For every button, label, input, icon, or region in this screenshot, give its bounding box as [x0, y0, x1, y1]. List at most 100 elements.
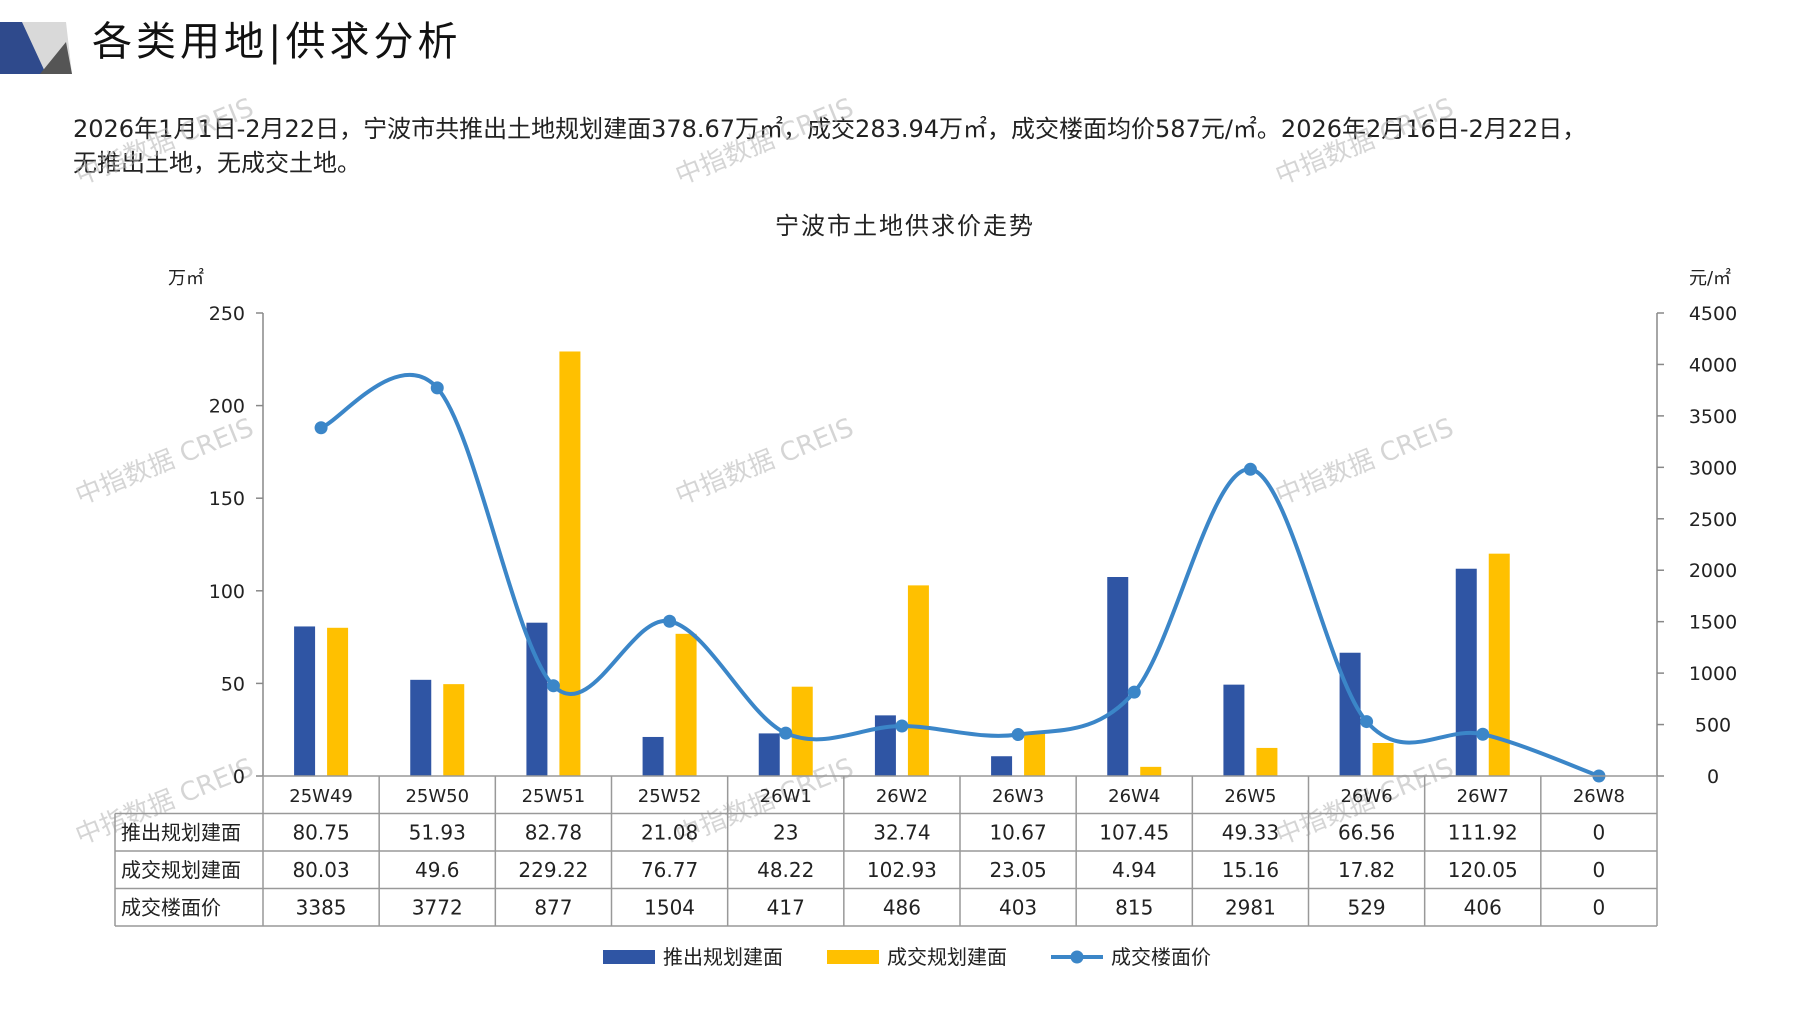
- price-point: [895, 719, 909, 733]
- y-right-tick-label: 4000: [1689, 354, 1737, 376]
- price-point: [546, 679, 560, 693]
- table-cell: 815: [1115, 895, 1153, 919]
- x-category-label: 25W49: [289, 786, 353, 807]
- x-category-label: 25W52: [638, 786, 702, 807]
- table-row-label: 成交楼面价: [121, 895, 221, 919]
- x-category-label: 26W1: [760, 786, 812, 807]
- watermark-text: 中指数据 CREIS: [671, 413, 858, 512]
- chart-title: 宁波市土地供求价走势: [775, 212, 1035, 240]
- table-cell: 406: [1464, 895, 1502, 919]
- supply-bar: [1223, 684, 1245, 776]
- price-point: [779, 726, 793, 740]
- price-point: [314, 421, 328, 435]
- table-cell: 66.56: [1338, 820, 1395, 844]
- x-category-label: 26W5: [1224, 786, 1276, 807]
- price-point: [1011, 728, 1025, 742]
- x-category-label: 25W51: [522, 786, 586, 807]
- price-point: [430, 381, 444, 395]
- table-row-label: 成交规划建面: [121, 858, 241, 882]
- legend-supply-swatch: [603, 950, 655, 964]
- y-left-tick-label: 250: [209, 303, 245, 325]
- table-row-label: 推出规划建面: [121, 820, 241, 844]
- table-cell: 80.03: [292, 858, 349, 882]
- deal-bar: [1140, 766, 1162, 776]
- legend-price-label: 成交楼面价: [1111, 945, 1211, 969]
- supply-bar: [1107, 577, 1129, 776]
- table-cell: 4.94: [1112, 858, 1157, 882]
- deal-bar: [1256, 747, 1278, 776]
- table-cell: 80.75: [292, 820, 349, 844]
- table-cell: 0: [1593, 820, 1606, 844]
- price-point: [1476, 727, 1490, 741]
- x-category-label: 25W50: [405, 786, 469, 807]
- table-cell: 107.45: [1099, 820, 1169, 844]
- y-right-tick-label: 4500: [1689, 303, 1737, 325]
- watermark-text: 中指数据 CREIS: [1271, 413, 1458, 512]
- table-cell: 0: [1593, 895, 1606, 919]
- table-cell: 3772: [412, 895, 463, 919]
- bars: [294, 351, 1510, 776]
- deal-bar: [443, 684, 465, 776]
- y-left-tick-label: 200: [209, 396, 245, 418]
- table-cell: 49.6: [415, 858, 460, 882]
- deal-bar: [1024, 733, 1046, 776]
- summary-text: 2026年1月1日-2月22日，宁波市共推出土地规划建面378.67万㎡，成交2…: [73, 112, 1753, 180]
- y-right-tick-label: 500: [1695, 715, 1731, 737]
- table-cell: 49.33: [1222, 820, 1279, 844]
- legend-supply: 推出规划建面: [603, 945, 783, 969]
- supply-bar: [642, 736, 664, 776]
- price-point: [1243, 462, 1257, 476]
- table-cell: 120.05: [1448, 858, 1518, 882]
- deal-bar: [907, 585, 929, 776]
- deal-bar: [559, 351, 581, 776]
- axes: 0501001502002500500100015002000250030003…: [209, 303, 1737, 788]
- table-cell: 1504: [644, 895, 695, 919]
- y-right-tick-label: 3000: [1689, 457, 1737, 479]
- y-right-tick-label: 2000: [1689, 560, 1737, 582]
- table-cell: 229.22: [518, 858, 588, 882]
- supply-bar: [526, 622, 548, 776]
- price-point: [1360, 715, 1374, 729]
- watermark-text: 中指数据 CREIS: [71, 93, 258, 192]
- y-left-tick-label: 50: [221, 673, 245, 695]
- table-cell: 486: [883, 895, 921, 919]
- summary-line-1: 2026年1月1日-2月22日，宁波市共推出土地规划建面378.67万㎡，成交2…: [73, 115, 1587, 143]
- header-decoration: [0, 22, 72, 74]
- table-cell: 15.16: [1222, 858, 1279, 882]
- x-category-label: 26W4: [1108, 786, 1160, 807]
- table-cell: 21.08: [641, 820, 698, 844]
- table-cell: 3385: [296, 895, 347, 919]
- watermark-text: 中指数据 CREIS: [671, 93, 858, 192]
- summary-line-2: 无推出土地，无成交土地。: [73, 149, 361, 177]
- table-cell: 76.77: [641, 858, 698, 882]
- price-point: [1127, 685, 1141, 699]
- table-cell: 17.82: [1338, 858, 1395, 882]
- deal-bar: [1488, 553, 1510, 776]
- deal-bar: [675, 633, 697, 776]
- table-cell: 10.67: [989, 820, 1046, 844]
- legend-deal: 成交规划建面: [827, 945, 1007, 969]
- legend-deal-swatch: [827, 950, 879, 964]
- table-cell: 529: [1347, 895, 1385, 919]
- table-cell: 48.22: [757, 858, 814, 882]
- table-cell: 403: [999, 895, 1037, 919]
- y-right-unit: 元/㎡: [1689, 267, 1731, 289]
- y-right-tick-label: 2500: [1689, 509, 1737, 531]
- deal-bar: [327, 627, 349, 776]
- x-category-label: 26W3: [992, 786, 1044, 807]
- supply-bar: [1455, 568, 1477, 776]
- price-line: [314, 372, 1606, 783]
- supply-bar: [758, 733, 780, 776]
- x-category-label: 26W6: [1341, 786, 1393, 807]
- legend: 推出规划建面 成交规划建面 成交楼面价: [603, 945, 1211, 969]
- table-cell: 32.74: [873, 820, 930, 844]
- supply-bar: [991, 756, 1013, 776]
- table-cell: 82.78: [525, 820, 582, 844]
- legend-price: 成交楼面价: [1051, 945, 1211, 969]
- table-cell: 877: [534, 895, 572, 919]
- page-title: 各类用地|供求分析: [92, 19, 462, 65]
- y-right-tick-label: 0: [1707, 766, 1719, 788]
- table-cell: 51.93: [409, 820, 466, 844]
- table-cell: 23: [773, 820, 798, 844]
